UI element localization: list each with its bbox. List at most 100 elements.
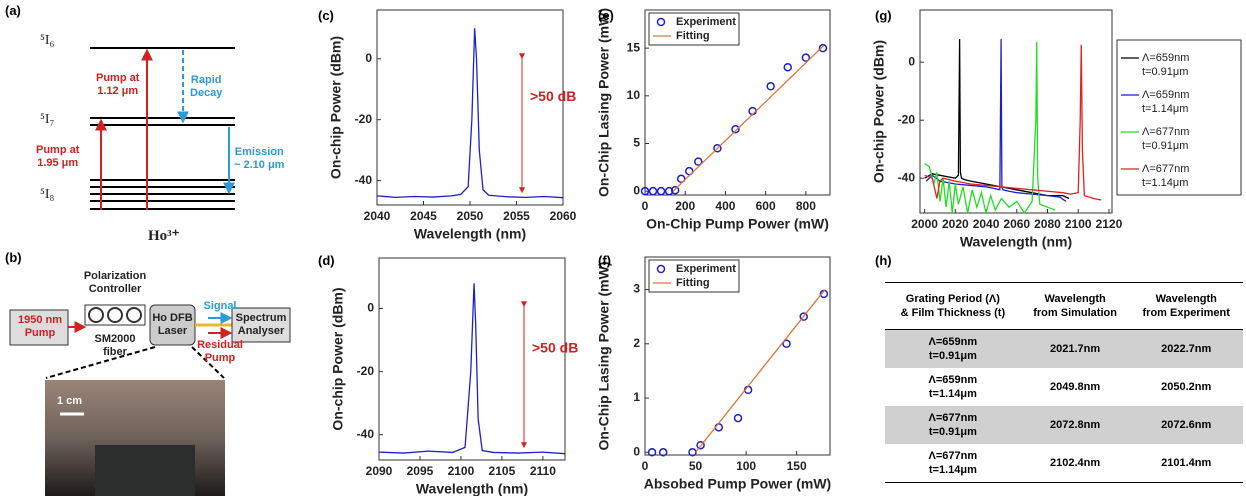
x-tick-label: 200	[675, 199, 695, 213]
data-point	[818, 43, 828, 53]
arrow-label: Pump at 1.12 μm	[96, 72, 140, 97]
data-line	[925, 38, 1067, 202]
legend-box	[1116, 39, 1242, 196]
arrow-label: Pump at 1.95 μm	[36, 144, 80, 169]
axes-box	[376, 9, 564, 206]
pump-box	[9, 309, 69, 346]
zoom-line	[45, 346, 156, 379]
y-tick-label: 1	[633, 390, 640, 404]
x-tick-label: 150	[787, 459, 807, 473]
x-tick-label: 600	[756, 199, 776, 213]
y-tick-label: 10	[627, 88, 641, 102]
legend-box	[648, 259, 740, 293]
panel-label: (f)	[598, 253, 611, 268]
x-tick-label: 2080	[1034, 217, 1061, 231]
data-line	[924, 38, 1070, 200]
x-tick-label: 2050	[457, 209, 484, 223]
data-point	[676, 174, 686, 184]
y-tick-label: 0	[633, 183, 640, 197]
controller-loops	[88, 307, 142, 323]
table-cell: 2072.6nm	[1129, 406, 1243, 444]
legend-label: Experiment	[676, 16, 736, 28]
scale-bar-label: 1 cm	[57, 395, 83, 407]
level-label: ⁵I₇	[40, 112, 55, 127]
x-tick-label: 2020	[942, 217, 969, 231]
panel-label: (b)	[5, 250, 22, 265]
legend-label: Experiment	[676, 263, 736, 275]
data-point	[713, 144, 722, 153]
y-tick-label: 0	[908, 54, 915, 68]
x-tick-label: 2000	[911, 217, 938, 231]
x-tick-label: 2110	[530, 464, 556, 478]
table-header: Wavelength from Simulation	[1020, 282, 1130, 330]
legend-label: Λ=677nm t=0.91μm	[1142, 126, 1190, 152]
y-tick-label: -20	[355, 112, 373, 126]
x-tick-label: 2120	[1096, 217, 1123, 231]
y-axis-label: On-chip Power (dBm)	[330, 287, 346, 430]
panel-label: (d)	[318, 253, 335, 268]
legend-label: Λ=677nm t=1.14μm	[1142, 163, 1190, 189]
data-line	[672, 44, 825, 192]
data-point	[733, 413, 743, 423]
y-axis-label: On-Chip Lasing Power (mW)	[596, 8, 612, 197]
data-line	[378, 283, 566, 455]
y-tick-label: 3	[633, 282, 640, 296]
legend-label: Fitting	[676, 30, 710, 42]
y-tick-label: -20	[898, 112, 916, 126]
y-tick-label: 0	[367, 301, 374, 315]
x-tick-label: 2100	[1065, 217, 1092, 231]
x-tick-label: 2045	[410, 209, 437, 223]
data-point	[799, 312, 808, 321]
y-tick-label: 5	[633, 136, 640, 150]
x-tick-label: 100	[736, 459, 756, 473]
x-tick-label: 2060	[550, 209, 577, 223]
ion-label: Ho³⁺	[148, 228, 180, 244]
x-tick-label: 2040	[973, 217, 1000, 231]
energy-levels	[90, 47, 235, 210]
data-point	[664, 186, 674, 196]
signal-label: Signal	[203, 300, 237, 312]
table-header: Wavelength from Experiment	[1129, 282, 1243, 330]
y-axis-label: On-chip Power (dBm)	[328, 36, 344, 179]
x-axis-label: On-Chip Pump Power (mW)	[646, 216, 829, 232]
result-table: Grating Period (Λ) & Film Thickness (t) W…	[885, 282, 1243, 483]
panel-label: (a)	[5, 3, 21, 18]
controller-label: Polarization Controller	[83, 270, 147, 295]
panel-label: (g)	[875, 8, 892, 23]
table-cell: Λ=677nm t=0.91μm	[885, 406, 1021, 444]
panel-label: (e)	[598, 8, 614, 23]
data-point	[648, 186, 658, 196]
data-point	[684, 166, 694, 176]
data-point	[731, 124, 740, 134]
legend-box	[648, 12, 740, 46]
x-tick-label: 2055	[503, 209, 530, 223]
y-axis-label: On-Chip Lasing Power (mW)	[596, 262, 612, 451]
data-point	[782, 339, 791, 349]
level-label: ⁵I₆	[40, 33, 55, 48]
legend-label: Fitting	[676, 277, 710, 289]
table-cell: 2050.2nm	[1161, 381, 1212, 393]
y-tick-label: -40	[355, 173, 373, 187]
annotation: >50 dB	[530, 88, 576, 104]
y-tick-label: -40	[898, 170, 916, 184]
analyser-label: Spectrum Analyser	[235, 312, 287, 337]
level-label: ⁵I₈	[40, 187, 55, 202]
x-tick-label: 2100	[448, 464, 475, 478]
data-point	[696, 440, 705, 450]
arrow-label: Rapid Decay	[190, 74, 223, 99]
x-tick-label: 0	[642, 459, 649, 473]
data-point	[783, 62, 793, 72]
residual-label: Residual Pump	[197, 339, 243, 364]
x-tick-label: 2095	[407, 464, 434, 478]
data-point	[801, 53, 811, 62]
x-axis-label: Absobed Pump Power (mW)	[644, 476, 831, 492]
table-cell: 2049.8nm	[1050, 381, 1101, 393]
legend-label: Λ=659nm t=0.91μm	[1142, 52, 1190, 78]
legend-marker	[656, 264, 666, 274]
table-cell: Λ=659nm t=1.14μm	[928, 374, 978, 400]
data-point	[656, 186, 666, 196]
data-line	[924, 44, 1102, 201]
table-cell: 2021.7nm	[1020, 329, 1130, 368]
